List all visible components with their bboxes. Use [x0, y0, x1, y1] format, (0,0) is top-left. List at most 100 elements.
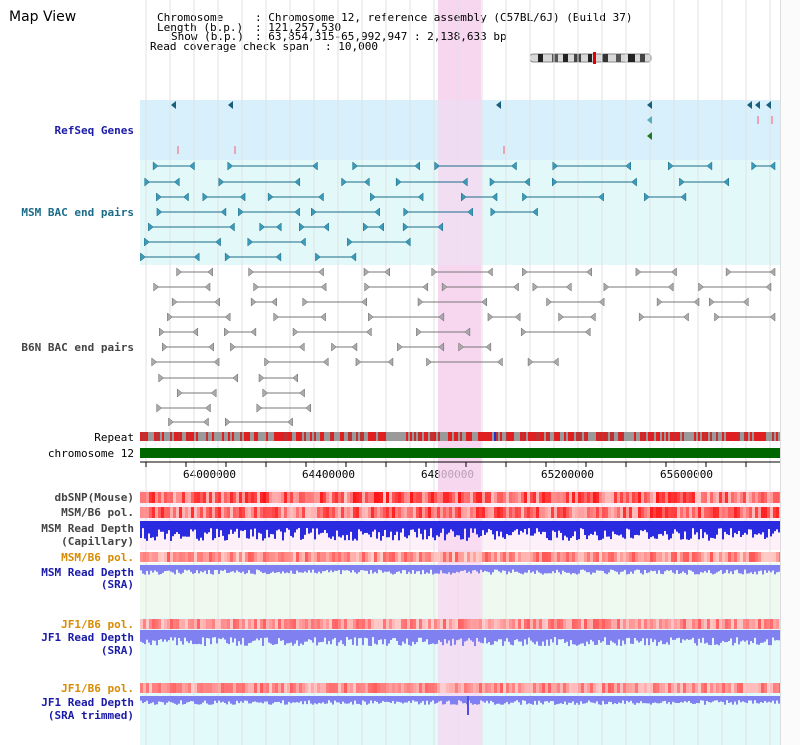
jf1-b6-pol-heat-cell: [659, 619, 662, 629]
jf1-b6-pol-trimmed-heat-cell: [632, 683, 635, 693]
jf1-sra-depth-bar: [224, 630, 226, 640]
jf1-sra-depth-bar: [292, 630, 294, 646]
msm-sra-depth-bar: [542, 565, 544, 575]
dbsnp-heat-cell: [152, 492, 155, 503]
jf1-b6-pol-trimmed-label[interactable]: JF1/B6 pol.: [61, 682, 134, 695]
jf1-trimmed-depth-bar: [540, 696, 542, 703]
jf1-b6-pol-trimmed-heat-cell: [245, 683, 248, 693]
jf1-sra-depth-bar: [376, 630, 378, 645]
jf1-sra-depth-bar: [352, 630, 354, 645]
msm-sra-depth-bar: [724, 565, 726, 573]
jf1-sra-depth-bar: [298, 630, 300, 646]
jf1-b6-pol-trimmed-heat-cell: [539, 683, 542, 693]
msm-capillary-depth-bar: [276, 521, 278, 531]
msm-b6-pol-heat-cell: [593, 507, 596, 518]
jf1-sra-depth-bar: [306, 630, 308, 642]
dbsnp-heat-cell: [191, 492, 194, 503]
repeat-element: [716, 432, 718, 441]
msm-capillary-depth-bar: [754, 521, 756, 535]
msm-sra-depth-bar: [246, 565, 248, 574]
jf1-b6-pol-heat-cell: [608, 619, 611, 629]
msm-sra-depth-bar: [486, 565, 488, 572]
msm-capillary-depth-bar: [432, 521, 434, 538]
msm-b6-pol-sra-label[interactable]: MSM/B6 pol.: [61, 551, 134, 564]
msm-b6-pol-heat-cell: [374, 507, 377, 518]
dbsnp-heat-cell: [440, 492, 443, 503]
msm-sra-depth-bar: [752, 565, 754, 575]
dbsnp-heat-cell: [311, 492, 314, 503]
msm-capillary-depth-bar: [242, 521, 244, 532]
jf1-trimmed-depth-bar: [696, 696, 698, 703]
msm-sra-depth-bar: [264, 565, 266, 573]
msm-bac-end-marker: [259, 222, 266, 232]
msm-sra-depth-bar: [728, 565, 730, 574]
msm-read-depth-sra-label[interactable]: MSM Read Depth: [41, 566, 134, 579]
repeat-element: [332, 432, 334, 441]
msm-bac-end-marker: [218, 177, 225, 187]
jf1-sra-depth-bar: [348, 630, 350, 640]
jf1-b6-pol-trimmed-heat-cell: [311, 683, 314, 693]
jf1-read-depth-trimmed-label[interactable]: JF1 Read Depth: [41, 696, 134, 709]
msm-sra-depth-bar: [738, 565, 740, 574]
repeat-element: [764, 432, 766, 441]
b6n-bac-end-pairs-label[interactable]: B6N BAC end pairs: [21, 341, 134, 354]
msm-sra-depth-bar: [744, 565, 746, 570]
dbsnp-heat-cell: [755, 492, 758, 503]
msm-bac-end-marker: [224, 252, 231, 262]
b6n-bac-end-marker: [769, 267, 776, 277]
msm-sra-depth-bar: [380, 565, 382, 571]
msm-capillary-depth-bar: [478, 521, 480, 538]
repeat-element: [430, 432, 432, 441]
msm-sra-depth-bar: [408, 565, 410, 572]
repeat-element: [196, 432, 198, 441]
jf1-trimmed-depth-bar: [598, 696, 600, 705]
chromosome-ideogram[interactable]: [530, 52, 652, 64]
repeat-element: [222, 432, 224, 441]
jf1-b6-pol-trimmed-heat-cell: [563, 683, 566, 693]
dbsnp-heat-cell: [695, 492, 698, 503]
jf1-sra-depth-bar: [612, 630, 614, 643]
jf1-sra-depth-bar: [334, 630, 336, 638]
jf1-b6-pol-trimmed-heat-cell: [737, 683, 740, 693]
jf1-read-depth-label[interactable]: JF1 Read Depth: [41, 631, 134, 644]
msm-b6-pol-heat-cell: [701, 507, 704, 518]
jf1-b6-pol-label[interactable]: JF1/B6 pol.: [61, 618, 134, 631]
msm-capillary-depth-bar: [638, 521, 640, 536]
msm-capillary-depth-bar: [504, 521, 506, 539]
jf1-sra-depth-bar: [650, 630, 652, 639]
dbsnp-label[interactable]: dbSNP(Mouse): [54, 491, 134, 504]
jf1-b6-pol-trimmed-heat-cell: [623, 683, 626, 693]
jf1-sra-depth-bar: [154, 630, 156, 641]
msm-read-depth-capillary-label[interactable]: MSM Read Depth: [41, 522, 134, 535]
jf1-b6-pol-trimmed-heat-cell: [530, 683, 533, 693]
refseq-genes-label[interactable]: RefSeq Genes: [54, 124, 134, 137]
msm-capillary-depth-bar: [736, 521, 738, 535]
msm-b6-pol-heat-cell: [695, 507, 698, 518]
msm-b6-pol-heat-cell: [704, 507, 707, 518]
jf1-sra-depth-bar: [756, 630, 758, 645]
jf1-trimmed-depth-bar: [194, 696, 196, 704]
msm-bac-end-pairs-label[interactable]: MSM BAC end pairs: [21, 206, 134, 219]
jf1-trimmed-depth-bar: [464, 696, 466, 704]
msm-capillary-depth-bar: [296, 521, 298, 530]
repeat-element: [538, 432, 540, 441]
jf1-b6-pol-heat-cell: [209, 619, 212, 629]
ideogram-position-marker: [593, 52, 596, 64]
jf1-b6-pol-trimmed-heat-cell: [644, 683, 647, 693]
jf1-sra-depth-bar: [506, 630, 508, 639]
jf1-sra-depth-bar: [460, 630, 462, 639]
msm-capillary-depth-bar: [410, 521, 412, 530]
jf1-b6-pol-heat-cell: [620, 619, 623, 629]
jf1-trimmed-depth-bar: [242, 696, 244, 703]
jf1-b6-pol-trimmed-heat-cell: [590, 683, 593, 693]
msm-sra-depth-bar: [170, 565, 172, 572]
jf1-b6-pol-trimmed-heat-cell: [317, 683, 320, 693]
msm-b6-pol-heat-cell: [527, 507, 530, 518]
jf1-trimmed-depth-bar: [754, 696, 756, 701]
jf1-b6-pol-heat-cell: [143, 619, 146, 629]
jf1-b6-pol-heat-cell: [296, 619, 299, 629]
jf1-trimmed-depth-bar: [454, 696, 456, 705]
dbsnp-heat-cell: [731, 492, 734, 503]
msm-b6-pol-label[interactable]: MSM/B6 pol.: [61, 506, 134, 519]
